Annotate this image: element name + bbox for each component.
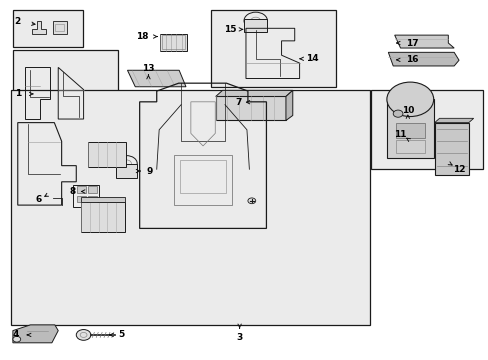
Polygon shape <box>215 90 292 96</box>
Circle shape <box>386 82 433 117</box>
Polygon shape <box>215 96 285 121</box>
Bar <box>244 19 267 32</box>
Bar <box>88 142 125 167</box>
Circle shape <box>13 336 20 342</box>
Text: 15: 15 <box>223 25 236 34</box>
Bar <box>211 10 335 87</box>
Text: 16: 16 <box>406 55 418 64</box>
Bar <box>162 35 185 49</box>
Bar <box>116 163 137 178</box>
Bar <box>88 196 97 202</box>
Polygon shape <box>13 325 58 343</box>
Text: 10: 10 <box>401 105 413 114</box>
Polygon shape <box>434 123 468 175</box>
Polygon shape <box>386 99 433 158</box>
Bar <box>160 34 187 51</box>
Text: 2: 2 <box>15 17 21 26</box>
Circle shape <box>76 329 91 340</box>
Circle shape <box>247 198 255 204</box>
Text: 4: 4 <box>12 330 19 339</box>
Text: 18: 18 <box>136 32 148 41</box>
Text: 3: 3 <box>236 333 242 342</box>
Polygon shape <box>387 52 458 66</box>
Text: 17: 17 <box>406 39 418 48</box>
Text: 5: 5 <box>118 330 124 339</box>
Bar <box>179 160 225 193</box>
Bar <box>55 24 63 31</box>
Bar <box>81 202 125 232</box>
Bar <box>173 155 232 205</box>
Bar <box>88 186 97 193</box>
Bar <box>395 140 424 153</box>
Bar <box>13 10 82 47</box>
Polygon shape <box>394 35 453 48</box>
Text: 14: 14 <box>306 54 319 63</box>
Text: 6: 6 <box>36 195 42 204</box>
Text: 11: 11 <box>393 130 406 139</box>
Text: 1: 1 <box>15 89 21 98</box>
Text: 9: 9 <box>146 167 152 176</box>
Polygon shape <box>434 118 473 123</box>
Bar <box>81 197 125 202</box>
Polygon shape <box>285 90 292 121</box>
Polygon shape <box>32 21 45 34</box>
Text: 8: 8 <box>70 187 76 196</box>
Text: 13: 13 <box>142 64 154 73</box>
Bar <box>77 186 86 193</box>
Polygon shape <box>127 70 185 87</box>
Bar <box>73 185 99 207</box>
Text: 12: 12 <box>452 165 465 174</box>
Circle shape <box>392 110 402 117</box>
Polygon shape <box>53 21 66 34</box>
Bar <box>13 50 118 135</box>
Bar <box>370 90 483 169</box>
Bar <box>395 123 424 138</box>
Bar <box>77 196 86 202</box>
Bar <box>11 90 369 325</box>
Text: 7: 7 <box>235 98 242 107</box>
